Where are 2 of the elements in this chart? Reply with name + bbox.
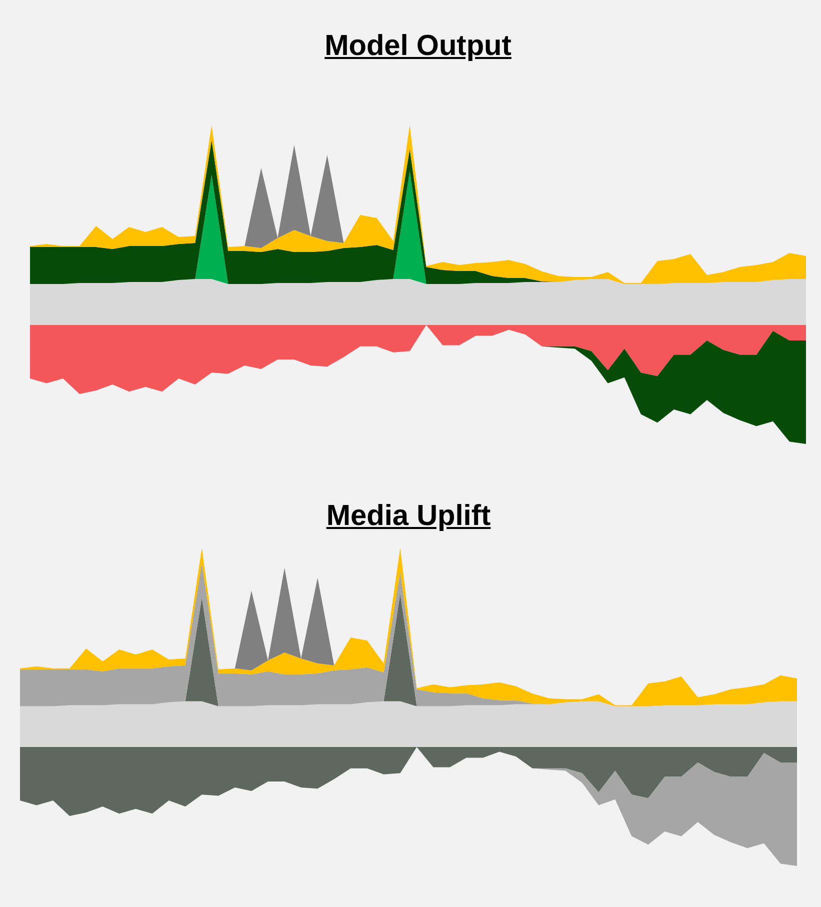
chart-title: Media Uplift: [325, 500, 492, 533]
chart-title: Model Output: [324, 30, 512, 63]
